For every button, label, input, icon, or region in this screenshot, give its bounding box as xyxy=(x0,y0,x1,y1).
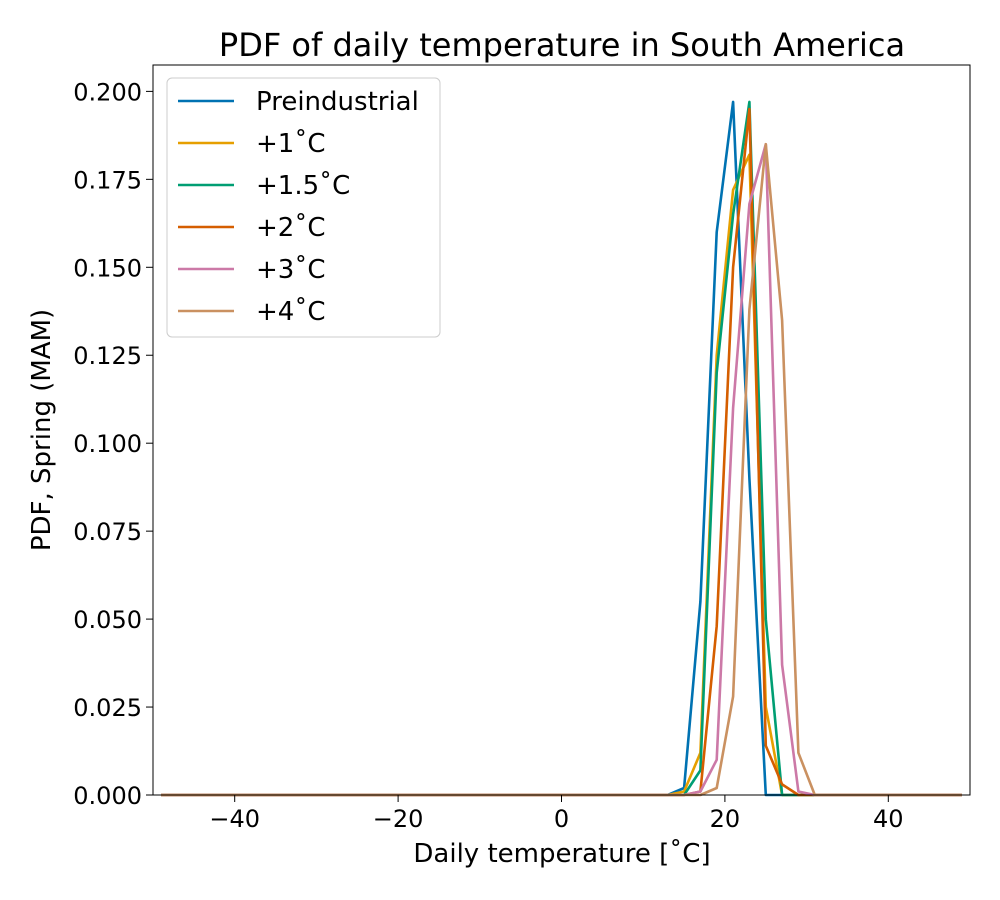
x-axis-label: Daily temperature [˚C] xyxy=(413,839,710,869)
x-tick-label: −20 xyxy=(373,805,424,833)
legend: Preindustrial +1˚C +1.5˚C +2˚C +3˚C +4˚C xyxy=(166,77,441,338)
legend-box xyxy=(166,77,441,338)
y-tick-label: 0.050 xyxy=(73,606,142,634)
x-axis: −40 −20 0 20 40 xyxy=(209,795,904,833)
x-tick-label: 20 xyxy=(710,805,741,833)
x-tick-label: 40 xyxy=(873,805,904,833)
x-tick-label: −40 xyxy=(209,805,260,833)
axes-frame xyxy=(152,64,971,796)
x-tick-label: 0 xyxy=(554,805,569,833)
y-tick-label: 0.025 xyxy=(73,694,142,722)
y-tick-label: 0.100 xyxy=(73,430,142,458)
y-tick-label: 0.200 xyxy=(73,78,142,106)
y-tick-label: 0.175 xyxy=(73,166,142,194)
series-line-4 xyxy=(161,142,962,797)
series-line-2 xyxy=(161,100,962,797)
legend-label-0: Preindustrial xyxy=(256,87,419,117)
legend-label-5: +4˚C xyxy=(256,297,325,327)
y-axis-label: PDF, Spring (MAM) xyxy=(27,309,57,551)
legend-label-2: +1.5˚C xyxy=(256,171,350,201)
legend-label-1: +1˚C xyxy=(256,129,325,159)
series-line-1 xyxy=(161,153,962,797)
y-tick-label: 0.125 xyxy=(73,342,142,370)
y-tick-label: 0.150 xyxy=(73,254,142,282)
legend-label-4: +3˚C xyxy=(256,255,325,285)
y-tick-label: 0.075 xyxy=(73,518,142,546)
y-axis: 0.000 0.025 0.050 0.075 0.100 0.125 0.150 0.175… xyxy=(73,78,153,810)
legend-label-3: +2˚C xyxy=(256,213,325,243)
y-tick-label: 0.000 xyxy=(73,782,142,810)
chart-title: PDF of daily temperature in South Americ… xyxy=(219,26,905,64)
